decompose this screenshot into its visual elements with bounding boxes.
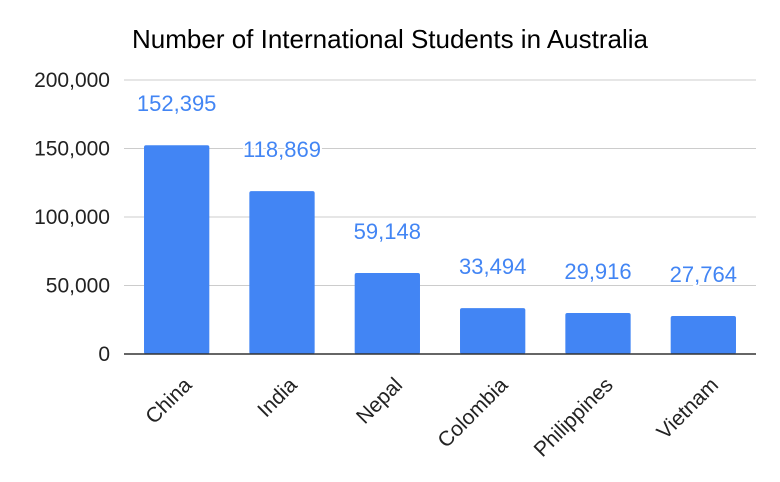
x-tick-label: China [141, 373, 196, 428]
y-axis-ticks: 0 50,000 100,000 150,000 200,000 [34, 69, 110, 366]
data-label: 118,869 [243, 137, 321, 162]
data-label: 59,148 [354, 219, 421, 244]
data-label: 27,764 [670, 262, 737, 287]
y-tick-label: 200,000 [34, 69, 110, 92]
x-tick-label: Colombia [433, 373, 512, 452]
gridlines [124, 79, 756, 286]
bar-china [144, 145, 210, 354]
bar-philippines [565, 313, 631, 354]
x-tick-label: Philippines [530, 373, 618, 461]
data-label: 152,395 [137, 91, 217, 116]
y-tick-label: 100,000 [34, 206, 110, 229]
data-label: 33,494 [459, 254, 526, 279]
x-tick-label: Vietnam [653, 373, 723, 443]
x-tick-label: Nepal [352, 373, 407, 428]
bar-vietnam [670, 315, 736, 354]
x-axis-ticks: China India Nepal Colombia Philippines Vietna… [141, 373, 723, 461]
y-tick-label: 50,000 [46, 275, 110, 298]
y-tick-label: 150,000 [34, 138, 110, 161]
x-tick-label: India [253, 373, 302, 422]
data-label: 29,916 [564, 259, 631, 284]
bar-nepal [354, 272, 420, 354]
y-tick-label: 0 [98, 343, 110, 366]
bars [144, 145, 736, 354]
chart-title: Number of International Students in Aust… [132, 24, 649, 54]
data-labels: 152,395 118,869 59,148 33,494 29,916 27,764 [135, 89, 739, 289]
bar-india [249, 191, 315, 354]
bar-colombia [460, 308, 526, 354]
